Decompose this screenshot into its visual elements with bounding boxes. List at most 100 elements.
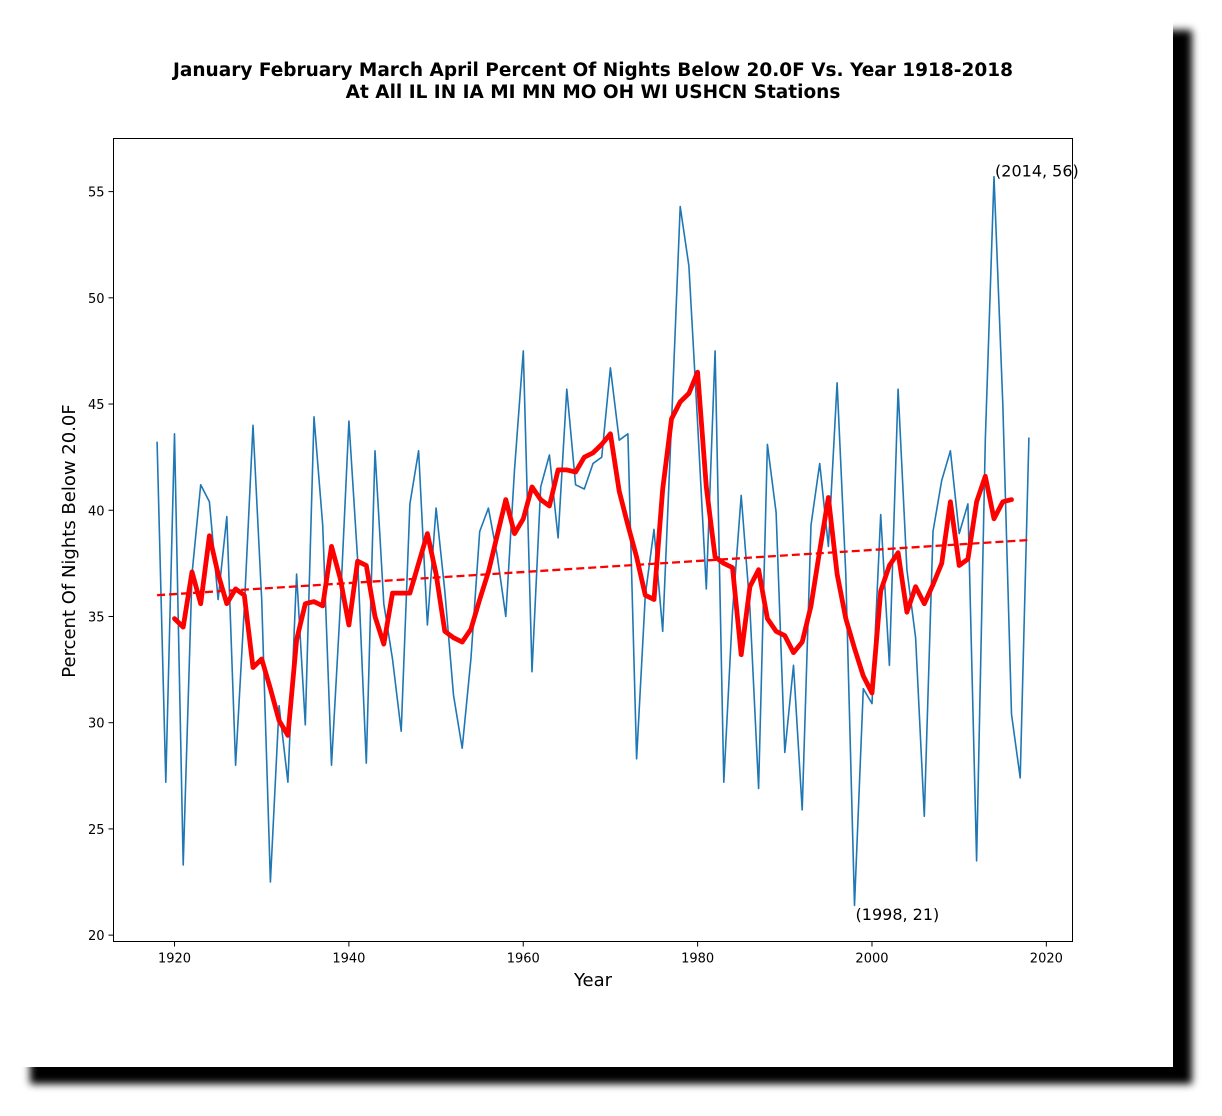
moving-average-point xyxy=(226,603,228,605)
moving-average-point xyxy=(330,545,332,547)
annual-point xyxy=(845,573,847,575)
annual-point xyxy=(914,637,916,639)
x-tick-label: 2000 xyxy=(855,952,888,967)
annual-point xyxy=(871,702,873,704)
annual-point xyxy=(417,450,419,452)
trend-line xyxy=(157,538,1029,597)
chart-subtitle: At All IL IN IA MI MN MO OH WI USHCN Sta… xyxy=(346,82,841,103)
moving-average-point xyxy=(243,594,245,596)
annual-point xyxy=(295,573,297,575)
y-tick-label: 30 xyxy=(88,717,105,732)
moving-average-point xyxy=(740,654,742,656)
annual-point xyxy=(165,781,167,783)
annual-point xyxy=(339,607,341,609)
annual-point xyxy=(888,664,890,666)
moving-average-point xyxy=(261,658,263,660)
annual-point xyxy=(827,545,829,547)
annual-point xyxy=(757,787,759,789)
y-axis-ticks: 20 25 30 35 40 45 50 55 xyxy=(88,186,114,944)
annual-point xyxy=(583,488,585,490)
annual-point xyxy=(540,486,542,488)
moving-average-point xyxy=(836,573,838,575)
moving-average-point xyxy=(278,719,280,721)
annual-point xyxy=(792,664,794,666)
x-tick-label: 1980 xyxy=(681,952,714,967)
moving-average-point xyxy=(941,562,943,564)
annual-point xyxy=(226,515,228,517)
annual-point xyxy=(740,494,742,496)
annual-point xyxy=(731,611,733,613)
annual-point xyxy=(287,781,289,783)
moving-average-point xyxy=(1010,498,1012,500)
annual-point xyxy=(496,554,498,556)
moving-average-point xyxy=(775,630,777,632)
series-moving-average xyxy=(172,369,1014,738)
moving-average-point xyxy=(540,498,542,500)
moving-average-point xyxy=(827,496,829,498)
moving-average-point xyxy=(845,617,847,619)
annual-point xyxy=(173,433,175,435)
annual-point xyxy=(949,450,951,452)
moving-average-point xyxy=(522,518,524,520)
moving-average-point xyxy=(200,603,202,605)
moving-average-point xyxy=(993,518,995,520)
annual-point xyxy=(662,630,664,632)
y-tick-label: 50 xyxy=(88,292,105,307)
annual-point xyxy=(679,205,681,207)
moving-average-point xyxy=(984,475,986,477)
annual-point xyxy=(801,809,803,811)
annual-point xyxy=(487,507,489,509)
moving-average-point xyxy=(304,603,306,605)
annual-point xyxy=(784,751,786,753)
moving-average-point xyxy=(705,486,707,488)
annual-point xyxy=(601,456,603,458)
annual-point xyxy=(984,439,986,441)
moving-average-point xyxy=(679,401,681,403)
moving-average-point xyxy=(356,560,358,562)
annual-point xyxy=(200,484,202,486)
moving-average-point xyxy=(461,641,463,643)
annual-point xyxy=(941,479,943,481)
x-tick-label: 2020 xyxy=(1030,952,1063,967)
annual-point xyxy=(505,615,507,617)
moving-average-point xyxy=(906,611,908,613)
moving-average-point xyxy=(295,639,297,641)
moving-average-point xyxy=(426,532,428,534)
moving-average-point xyxy=(967,558,969,560)
moving-average-line xyxy=(172,369,1014,738)
annual-point xyxy=(531,671,533,673)
moving-average-point xyxy=(731,566,733,568)
annual-point xyxy=(906,569,908,571)
annual-point xyxy=(967,503,969,505)
moving-average-point xyxy=(531,486,533,488)
annual-point xyxy=(923,815,925,817)
annual-point xyxy=(182,864,184,866)
moving-average-point xyxy=(644,594,646,596)
annual-point xyxy=(304,724,306,726)
annual-point xyxy=(374,450,376,452)
annual-point xyxy=(409,503,411,505)
y-axis-label: Percent Of Nights Below 20.0F xyxy=(59,404,80,677)
x-tick-label: 1960 xyxy=(507,952,540,967)
moving-average-point xyxy=(348,624,350,626)
moving-average-point xyxy=(574,471,576,473)
moving-average-point xyxy=(583,456,585,458)
x-tick-label: 1920 xyxy=(158,952,191,967)
moving-average-point xyxy=(923,603,925,605)
annual-line xyxy=(156,175,1030,907)
annual-point xyxy=(452,694,454,696)
moving-average-point xyxy=(173,617,175,619)
annual-point xyxy=(470,658,472,660)
annual-point xyxy=(461,747,463,749)
y-tick-label: 25 xyxy=(88,823,105,838)
moving-average-point xyxy=(287,734,289,736)
moving-average-point xyxy=(914,586,916,588)
moving-average-point xyxy=(269,688,271,690)
moving-average-point xyxy=(792,651,794,653)
moving-average-point xyxy=(513,532,515,534)
annual-point xyxy=(635,758,637,760)
annual-point xyxy=(365,762,367,764)
annual-point xyxy=(688,265,690,267)
annual-point xyxy=(592,462,594,464)
